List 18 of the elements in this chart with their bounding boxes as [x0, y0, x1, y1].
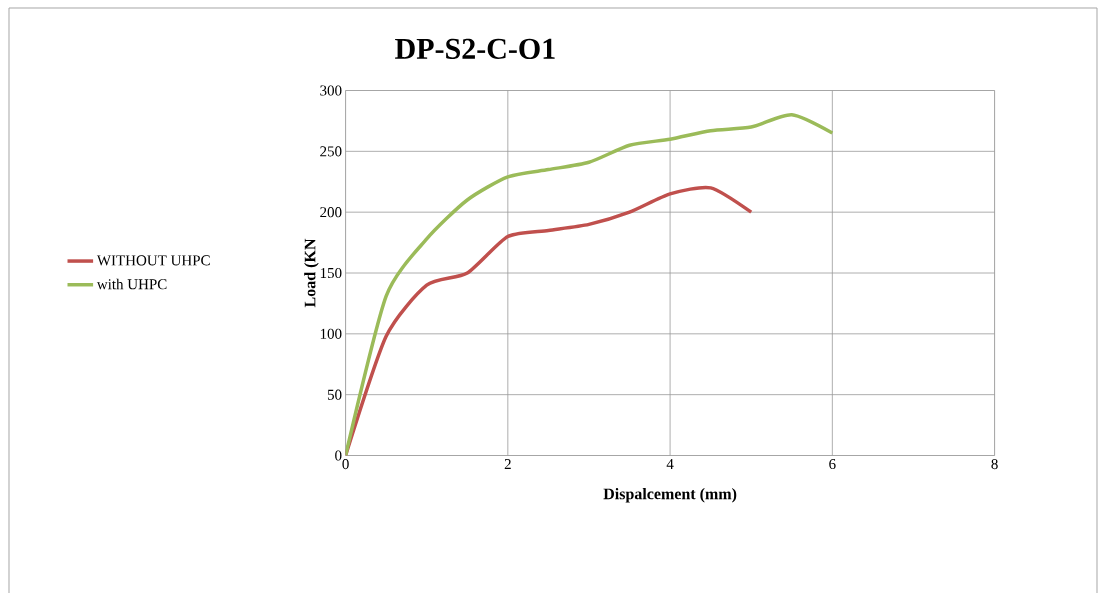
legend-label: WITHOUT UHPC: [96, 255, 210, 266]
y-tick-label: 50: [327, 389, 342, 400]
y-axis-title: Load (KN: [304, 238, 319, 308]
x-tick-label: 6: [829, 459, 836, 470]
chart-title: DP-S2-C-O1: [395, 38, 555, 59]
line-series: [345, 113, 835, 456]
y-tick-label: 100: [320, 328, 342, 339]
y-tick-label: 0: [335, 450, 342, 461]
x-tick-label: 0: [342, 459, 349, 470]
y-tick-label: 300: [320, 85, 342, 96]
legend-label: with UHPC: [96, 278, 167, 290]
y-tick-label: 150: [320, 267, 342, 279]
y-tick-label: 250: [320, 146, 342, 157]
y-tick-label: 200: [320, 207, 342, 218]
x-axis-title: Dispalcement (mm): [603, 488, 737, 503]
x-tick-label: 2: [504, 459, 511, 469]
x-tick-label: 8: [991, 459, 998, 470]
x-tick-label: 4: [666, 459, 674, 469]
